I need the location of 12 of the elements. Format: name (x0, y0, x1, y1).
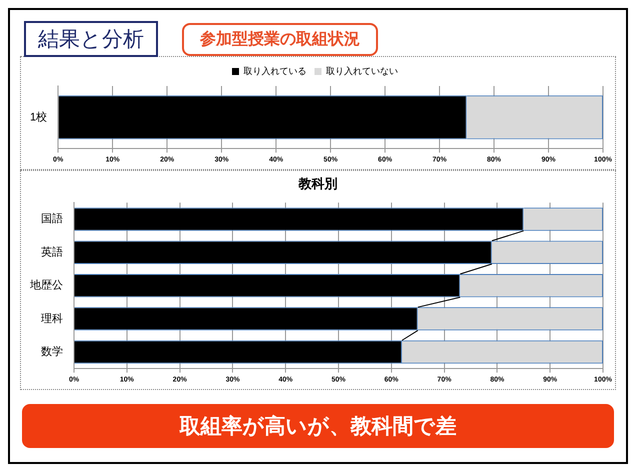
y-tick-label: 国語 (41, 212, 63, 226)
y-tick-label: 数学 (41, 346, 63, 358)
text: 取組率が高いが、教科間で差 (22, 404, 614, 448)
y-tick-label: 地歴公 (29, 278, 63, 292)
legend-label: 取り入れていない (326, 66, 398, 76)
legend-label: 取り入れている (244, 66, 306, 76)
y-tick-label: 英語 (41, 245, 63, 258)
chart-title: 結果と分析 (24, 21, 158, 57)
chart-subtitle: 参加型授業の取組状況 (182, 22, 378, 56)
y-tick-label: 1校 (30, 110, 48, 124)
chart-title: 教科別 (297, 176, 338, 193)
y-tick-label: 理科 (41, 312, 63, 325)
